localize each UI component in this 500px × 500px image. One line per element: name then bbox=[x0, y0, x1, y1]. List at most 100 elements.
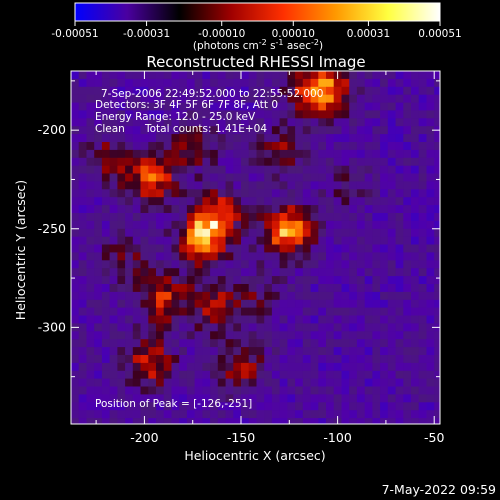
colorbar-tick-label: -0.00031 bbox=[123, 28, 170, 40]
heatmap-cell bbox=[380, 260, 389, 269]
heatmap-cell bbox=[295, 315, 304, 324]
heatmap-cell bbox=[186, 110, 195, 119]
heatmap-cell bbox=[117, 394, 126, 403]
heatmap-cell bbox=[372, 252, 381, 261]
heatmap-cell bbox=[411, 355, 420, 364]
heatmap-cell bbox=[71, 315, 80, 324]
heatmap-cell bbox=[310, 165, 319, 174]
heatmap-cell bbox=[387, 181, 396, 190]
heatmap-cell bbox=[310, 181, 319, 190]
heatmap-cell bbox=[163, 157, 172, 167]
heatmap-cell bbox=[364, 134, 373, 143]
heatmap-cell bbox=[71, 268, 80, 277]
heatmap-cell bbox=[426, 402, 435, 411]
heatmap-cell bbox=[241, 134, 250, 143]
heatmap-cell bbox=[163, 284, 172, 293]
heatmap-cell bbox=[233, 149, 242, 159]
heatmap-cell bbox=[163, 244, 172, 253]
heatmap-cell bbox=[109, 307, 118, 316]
heatmap-cell bbox=[210, 291, 219, 301]
heatmap-cell bbox=[94, 189, 103, 198]
heatmap-cell bbox=[163, 94, 172, 103]
heatmap-cell bbox=[411, 220, 420, 230]
heatmap-cell bbox=[326, 307, 335, 316]
heatmap-cell bbox=[341, 252, 350, 261]
heatmap-cell bbox=[217, 220, 226, 230]
heatmap-cell bbox=[156, 173, 165, 182]
heatmap-cell bbox=[341, 205, 350, 214]
heatmap-cell bbox=[364, 78, 373, 88]
heatmap-cell bbox=[310, 220, 319, 230]
heatmap-cell bbox=[225, 149, 234, 159]
heatmap-cell bbox=[418, 213, 427, 222]
heatmap-cell bbox=[163, 394, 172, 403]
heatmap-cell bbox=[101, 370, 110, 380]
heatmap-cell bbox=[264, 165, 273, 174]
heatmap-cell bbox=[156, 142, 165, 151]
heatmap-cell bbox=[117, 362, 126, 372]
heatmap-cell bbox=[71, 181, 80, 190]
heatmap-cell bbox=[86, 189, 95, 198]
heatmap-cell bbox=[395, 347, 404, 356]
heatmap-cell bbox=[356, 102, 365, 111]
heatmap-cell bbox=[140, 94, 149, 103]
heatmap-cell bbox=[387, 331, 396, 340]
heatmap-cell bbox=[318, 370, 327, 380]
heatmap-cell bbox=[380, 410, 389, 419]
heatmap-cell bbox=[264, 418, 273, 424]
heatmap-cell bbox=[279, 157, 288, 167]
heatmap-cell bbox=[210, 126, 219, 135]
heatmap-cell bbox=[171, 165, 180, 174]
heatmap-cell bbox=[356, 315, 365, 324]
heatmap-cell bbox=[78, 228, 87, 238]
heatmap-cell bbox=[186, 268, 195, 277]
heatmap-cell bbox=[86, 315, 95, 324]
heatmap-cell bbox=[186, 118, 195, 127]
heatmap-cell bbox=[163, 205, 172, 214]
heatmap-cell bbox=[225, 339, 234, 348]
heatmap-cell bbox=[109, 78, 118, 88]
heatmap-cell bbox=[148, 347, 157, 356]
heatmap-cell bbox=[349, 94, 358, 103]
heatmap-cell bbox=[364, 118, 373, 127]
heatmap-cell bbox=[434, 165, 440, 174]
heatmap-cell bbox=[202, 86, 211, 96]
heatmap-cell bbox=[210, 244, 219, 253]
heatmap-cell bbox=[333, 307, 342, 316]
heatmap-cell bbox=[132, 394, 141, 403]
heatmap-cell bbox=[380, 355, 389, 364]
heatmap-cell bbox=[380, 118, 389, 127]
heatmap-cell bbox=[364, 347, 373, 356]
heatmap-cell bbox=[101, 418, 110, 424]
heatmap-cell bbox=[94, 149, 103, 159]
heatmap-cell bbox=[434, 228, 440, 238]
heatmap-cell bbox=[411, 102, 420, 111]
heatmap-cell bbox=[210, 236, 219, 245]
heatmap-cell bbox=[356, 347, 365, 356]
heatmap-cell bbox=[148, 252, 157, 261]
heatmap-cell bbox=[225, 299, 234, 309]
heatmap-cell bbox=[109, 165, 118, 174]
heatmap-cell bbox=[148, 268, 157, 277]
heatmap-cell bbox=[418, 197, 427, 206]
heatmap-cell bbox=[333, 134, 342, 143]
heatmap-cell bbox=[156, 418, 165, 424]
heatmap-cell bbox=[326, 315, 335, 324]
heatmap-cell bbox=[194, 110, 203, 119]
heatmap-cell bbox=[403, 213, 412, 222]
heatmap-cell bbox=[140, 236, 149, 245]
heatmap-cell bbox=[403, 355, 412, 364]
heatmap-cell bbox=[186, 276, 195, 285]
heatmap-cell bbox=[217, 78, 226, 88]
heatmap-cell bbox=[225, 291, 234, 301]
heatmap-cell bbox=[132, 165, 141, 174]
heatmap-cell bbox=[295, 118, 304, 127]
heatmap-cell bbox=[341, 378, 350, 387]
heatmap-cell bbox=[395, 157, 404, 167]
heatmap-cell bbox=[318, 228, 327, 238]
heatmap-cell bbox=[318, 110, 327, 119]
heatmap-cell bbox=[295, 291, 304, 301]
heatmap-cell bbox=[109, 252, 118, 261]
heatmap-cell bbox=[395, 71, 404, 80]
heatmap-cell bbox=[333, 86, 342, 96]
